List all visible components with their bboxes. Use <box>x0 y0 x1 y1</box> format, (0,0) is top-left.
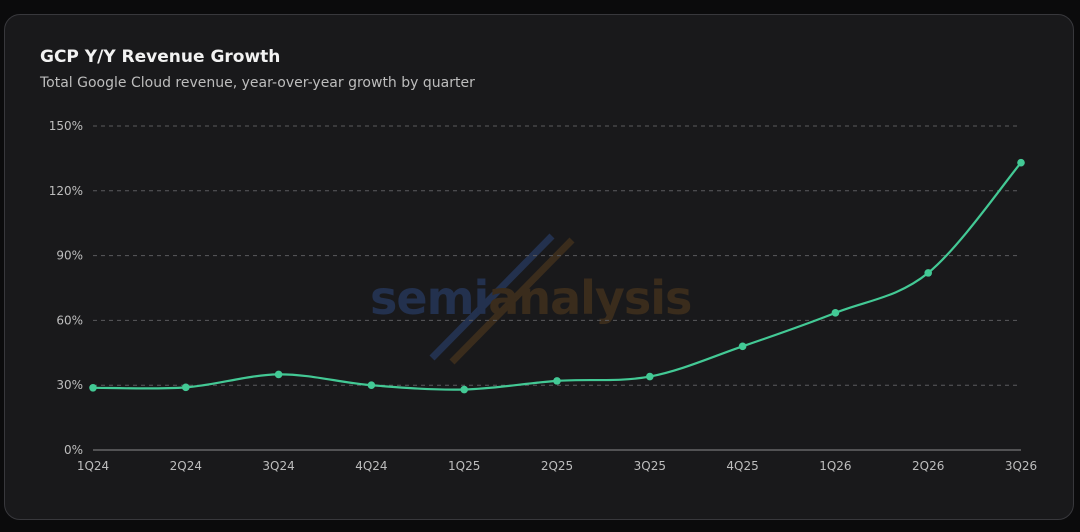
x-tick-label: 4Q25 <box>726 459 758 473</box>
y-axis-ticks: 0% 30% 60% 90% 120% 150% <box>49 119 83 457</box>
y-tick-label: 60% <box>56 313 83 327</box>
data-point <box>367 381 376 390</box>
data-point <box>553 377 561 385</box>
x-axis-ticks: 1Q24 2Q24 3Q24 4Q24 1Q25 2Q25 3Q25 4Q25 1Q26 2Q26… <box>77 459 1037 473</box>
x-tick-label: 2Q26 <box>912 459 944 473</box>
x-tick-label: 2Q25 <box>541 459 573 473</box>
y-tick-label: 90% <box>56 249 83 263</box>
watermark-text: semianalysis <box>370 271 691 325</box>
watermark-stripe <box>449 237 575 365</box>
data-point <box>460 385 469 394</box>
y-tick-label: 120% <box>49 184 83 198</box>
chart-card: GCP Y/Y Revenue Growth Total Google Clou… <box>4 14 1074 520</box>
series-line <box>92 162 1022 391</box>
x-tick-label: 3Q25 <box>634 459 666 473</box>
data-point <box>89 383 97 392</box>
data-point <box>831 309 840 317</box>
x-tick-label: 4Q24 <box>355 459 387 473</box>
data-point <box>924 269 932 277</box>
y-tick-label: 0% <box>64 443 83 457</box>
data-point <box>1017 158 1025 167</box>
x-tick-label: 3Q24 <box>262 459 294 473</box>
x-tick-label: 3Q26 <box>1005 459 1037 473</box>
chart-subtitle: Total Google Cloud revenue, year-over-ye… <box>40 75 475 91</box>
data-point <box>738 342 747 351</box>
x-tick-label: 1Q24 <box>77 459 109 473</box>
watermark-stripe <box>429 233 555 361</box>
data-point <box>646 372 654 381</box>
data-point <box>274 370 283 379</box>
y-tick-label: 150% <box>49 119 83 133</box>
y-tick-label: 30% <box>56 378 83 392</box>
watermark-text-left: semi <box>370 271 488 325</box>
series-group <box>89 158 1025 394</box>
x-tick-label: 1Q26 <box>819 459 851 473</box>
watermark-logo: semianalysis <box>370 233 692 365</box>
gridlines <box>93 125 1021 451</box>
data-point <box>182 383 190 392</box>
chart-title: GCP Y/Y Revenue Growth <box>40 47 281 67</box>
x-tick-label: 2Q24 <box>170 459 202 473</box>
x-tick-label: 1Q25 <box>448 459 480 473</box>
watermark-text-right: analysis <box>488 271 691 325</box>
